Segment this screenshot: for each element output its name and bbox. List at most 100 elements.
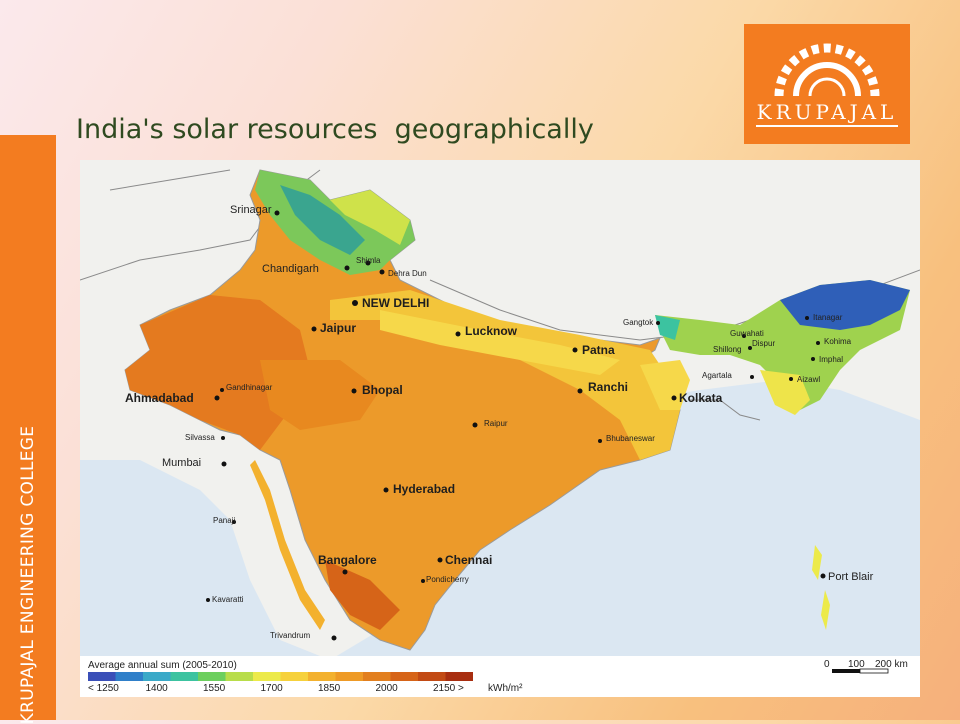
legend-swatch [225, 672, 253, 681]
city-label-kavaratti: Kavaratti [212, 595, 244, 604]
legend-tick-label: 1400 [146, 683, 169, 694]
city-marker [789, 377, 793, 381]
city-label-hyderabad: Hyderabad [393, 482, 455, 496]
sidebar-band: KRUPAJAL ENGINEERING COLLEGE [0, 135, 56, 724]
legend-tick-label: 1550 [203, 683, 226, 694]
city-label-chandigarh: Chandigarh [262, 263, 319, 275]
city-marker [344, 265, 350, 271]
city-marker [383, 487, 389, 493]
city-label-agartala: Agartala [702, 371, 732, 380]
legend-swatch [335, 672, 363, 681]
legend-swatch [143, 672, 171, 681]
region-himalaya-high [280, 185, 365, 255]
legend-swatch [253, 672, 281, 681]
legend-swatch [88, 672, 116, 681]
island-andaman [812, 545, 822, 580]
legend-unit: kWh/m² [488, 683, 523, 694]
legend-swatch [363, 672, 391, 681]
city-marker [331, 635, 337, 641]
scale-bar: 0 100 200 km [824, 659, 908, 674]
city-marker [365, 260, 371, 266]
legend: Average annual sum (2005-2010) < 1250 140… [80, 656, 920, 697]
region-west [125, 295, 310, 450]
city-label-trivandrum: Trivandrum [270, 631, 310, 640]
legend-swatch [390, 672, 418, 681]
city-marker [352, 300, 358, 306]
city-marker [816, 341, 820, 345]
city-label-mumbai: Mumbai [162, 457, 201, 469]
city-marker [221, 461, 227, 467]
city-marker [805, 316, 809, 320]
scale-tick-0: 0 [824, 659, 830, 670]
city-marker [748, 346, 752, 350]
city-marker [598, 439, 602, 443]
city-label-bhopal: Bhopal [362, 383, 403, 397]
city-label-kohima: Kohima [824, 337, 852, 346]
region-central [260, 360, 380, 430]
slide-title: India's solar resources geographically [76, 114, 594, 145]
city-marker [421, 579, 425, 583]
scale-segment [859, 668, 889, 674]
region-gangetic [330, 290, 680, 460]
region-ladakh [330, 190, 410, 245]
city-label-new-delhi: NEW DELHI [362, 296, 429, 310]
legend-swatch [280, 672, 308, 681]
city-marker [351, 388, 357, 394]
city-label-bhubaneswar: Bhubaneswar [606, 434, 655, 443]
city-marker [577, 388, 583, 394]
city-label-gangtok: Gangtok [623, 318, 654, 327]
city-marker [214, 395, 220, 401]
city-marker [572, 347, 578, 353]
city-marker [671, 395, 677, 401]
city-label-panaji: Panaji [213, 516, 235, 525]
city-label-guwahati: Guwahati [730, 329, 764, 338]
legend-tick-label: 1850 [318, 683, 341, 694]
island-nicobar [821, 590, 830, 630]
city-label-ranchi: Ranchi [588, 380, 628, 394]
city-label-dispur: Dispur [752, 339, 775, 348]
region-plain-light [380, 310, 620, 375]
scale-tick-100: 100 [848, 659, 865, 670]
legend-title: Average annual sum (2005-2010) [88, 660, 237, 671]
region-mizoram [760, 370, 810, 415]
city-marker [472, 422, 478, 428]
legend-swatches [88, 672, 473, 681]
legend-ticks: < 1250 1400 1550 1700 1850 2000 2150 > [88, 683, 464, 694]
legend-swatch [115, 672, 143, 681]
legend-swatch [170, 672, 198, 681]
sidebar-college-name: KRUPAJAL ENGINEERING COLLEGE [18, 425, 38, 724]
legend-swatch [308, 672, 336, 681]
region-arunachal [780, 280, 910, 330]
city-label-aizawl: Aizawl [797, 375, 820, 384]
legend-tick-label: 2000 [376, 683, 399, 694]
scale-segment [832, 669, 860, 673]
city-marker [742, 334, 746, 338]
city-layer: Srinagar Shimla Chandigarh Dehra Dun NEW… [125, 204, 874, 641]
city-label-ahmadabad: Ahmadabad [125, 391, 194, 405]
city-label-shillong: Shillong [713, 345, 741, 354]
city-label-raipur: Raipur [484, 419, 508, 428]
logo-sun-icon [756, 43, 898, 127]
city-marker [311, 326, 317, 332]
city-marker [274, 210, 280, 216]
city-marker [437, 557, 443, 563]
solar-resource-map: Srinagar Shimla Chandigarh Dehra Dun NEW… [80, 160, 920, 697]
city-marker [220, 388, 224, 392]
legend-swatch [198, 672, 226, 681]
legend-tick-label: < 1250 [88, 683, 119, 694]
legend-tick-label: 2150 > [433, 683, 464, 694]
city-marker [750, 375, 754, 379]
legend-swatch [445, 672, 473, 681]
city-marker [206, 598, 210, 602]
region-south [325, 560, 400, 630]
city-label-kolkata: Kolkata [679, 391, 723, 405]
city-marker [455, 331, 461, 337]
city-marker [811, 357, 815, 361]
city-label-srinagar: Srinagar [230, 204, 272, 216]
city-marker [379, 269, 385, 275]
city-label-patna: Patna [582, 343, 615, 357]
city-label-dehradun: Dehra Dun [388, 269, 427, 278]
region-bengal [640, 360, 690, 410]
krupajal-logo: KRUPAJAL [744, 24, 910, 144]
region-sikkim [655, 315, 680, 340]
